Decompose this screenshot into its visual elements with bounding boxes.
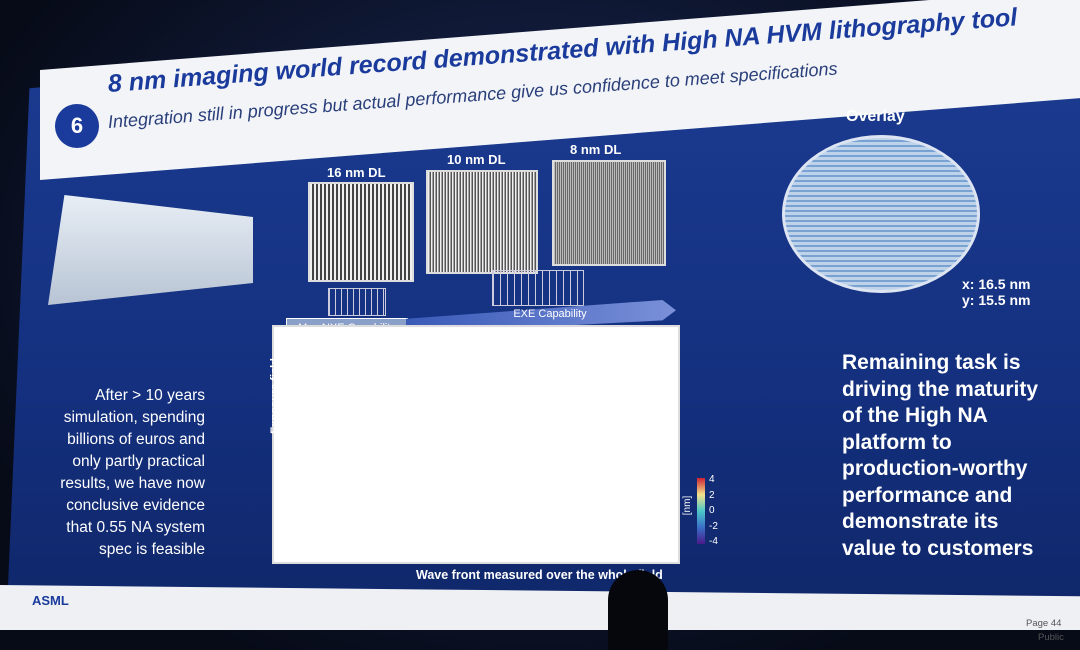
text-line: value to customers	[842, 536, 1034, 560]
colorbar-ticks: 4 2 0 -2 -4	[709, 472, 718, 550]
text-line: of the High NA	[842, 404, 988, 427]
wavefront-panel	[272, 325, 680, 564]
text-line: Remaining task is	[842, 351, 1021, 374]
colorbar	[697, 478, 705, 544]
overlay-title: Overlay	[846, 108, 905, 125]
audience-silhouette	[608, 570, 668, 650]
caption: Wave front measured over the whole field	[416, 568, 663, 582]
pattern-label: 16 nm DL	[327, 165, 386, 180]
text-line: production-worthy	[842, 457, 1028, 480]
text-line: results, we have now	[60, 475, 205, 492]
left-text: After > 10 years simulation, spending bill…	[40, 385, 205, 561]
pattern-image	[308, 182, 414, 282]
colorbar-unit: [nm]	[682, 495, 694, 516]
text-line: platform to	[842, 430, 952, 454]
wafer-map	[782, 135, 980, 293]
colorbar-tick: 4	[709, 474, 715, 485]
overlay-x: x: 16.5 nm	[962, 276, 1031, 292]
text-line: performance and	[842, 483, 1013, 507]
text-line: driving the maturity	[842, 377, 1039, 401]
overlay-y: y: 15.5 nm	[962, 292, 1031, 308]
colorbar-tick: 2	[709, 489, 715, 501]
text-line: that 0.55 NA system	[66, 519, 205, 536]
badge: 6	[55, 104, 99, 148]
colorbar-tick: -4	[709, 536, 718, 547]
logo: ASML	[32, 593, 69, 608]
pattern-detail	[492, 270, 584, 306]
axis-label: Exposure field	[269, 358, 281, 434]
classification: Public	[1038, 632, 1064, 643]
text-line: billions of euros and	[67, 431, 205, 448]
text-line: After > 10 years	[95, 387, 205, 404]
text-line: simulation, spending	[63, 409, 205, 426]
pattern-detail	[328, 288, 386, 316]
pattern-image	[552, 160, 666, 266]
text-line: demonstrate its	[842, 510, 999, 533]
pattern-label: 10 nm DL	[447, 152, 506, 167]
text-line: spec is feasible	[99, 541, 205, 558]
pattern-image	[426, 170, 538, 274]
text-line: only partly practical	[72, 453, 205, 470]
page-number: Page 44	[1026, 618, 1062, 629]
machine-image	[48, 195, 253, 305]
pattern-label: 8 nm DL	[570, 142, 622, 157]
colorbar-tick: -2	[709, 520, 718, 532]
capability-label: EXE Capability	[513, 308, 587, 320]
right-text: Remaining task is driving the maturity of …	[842, 350, 1072, 562]
text-line: conclusive evidence	[66, 497, 205, 514]
colorbar-tick: 0	[709, 505, 715, 516]
